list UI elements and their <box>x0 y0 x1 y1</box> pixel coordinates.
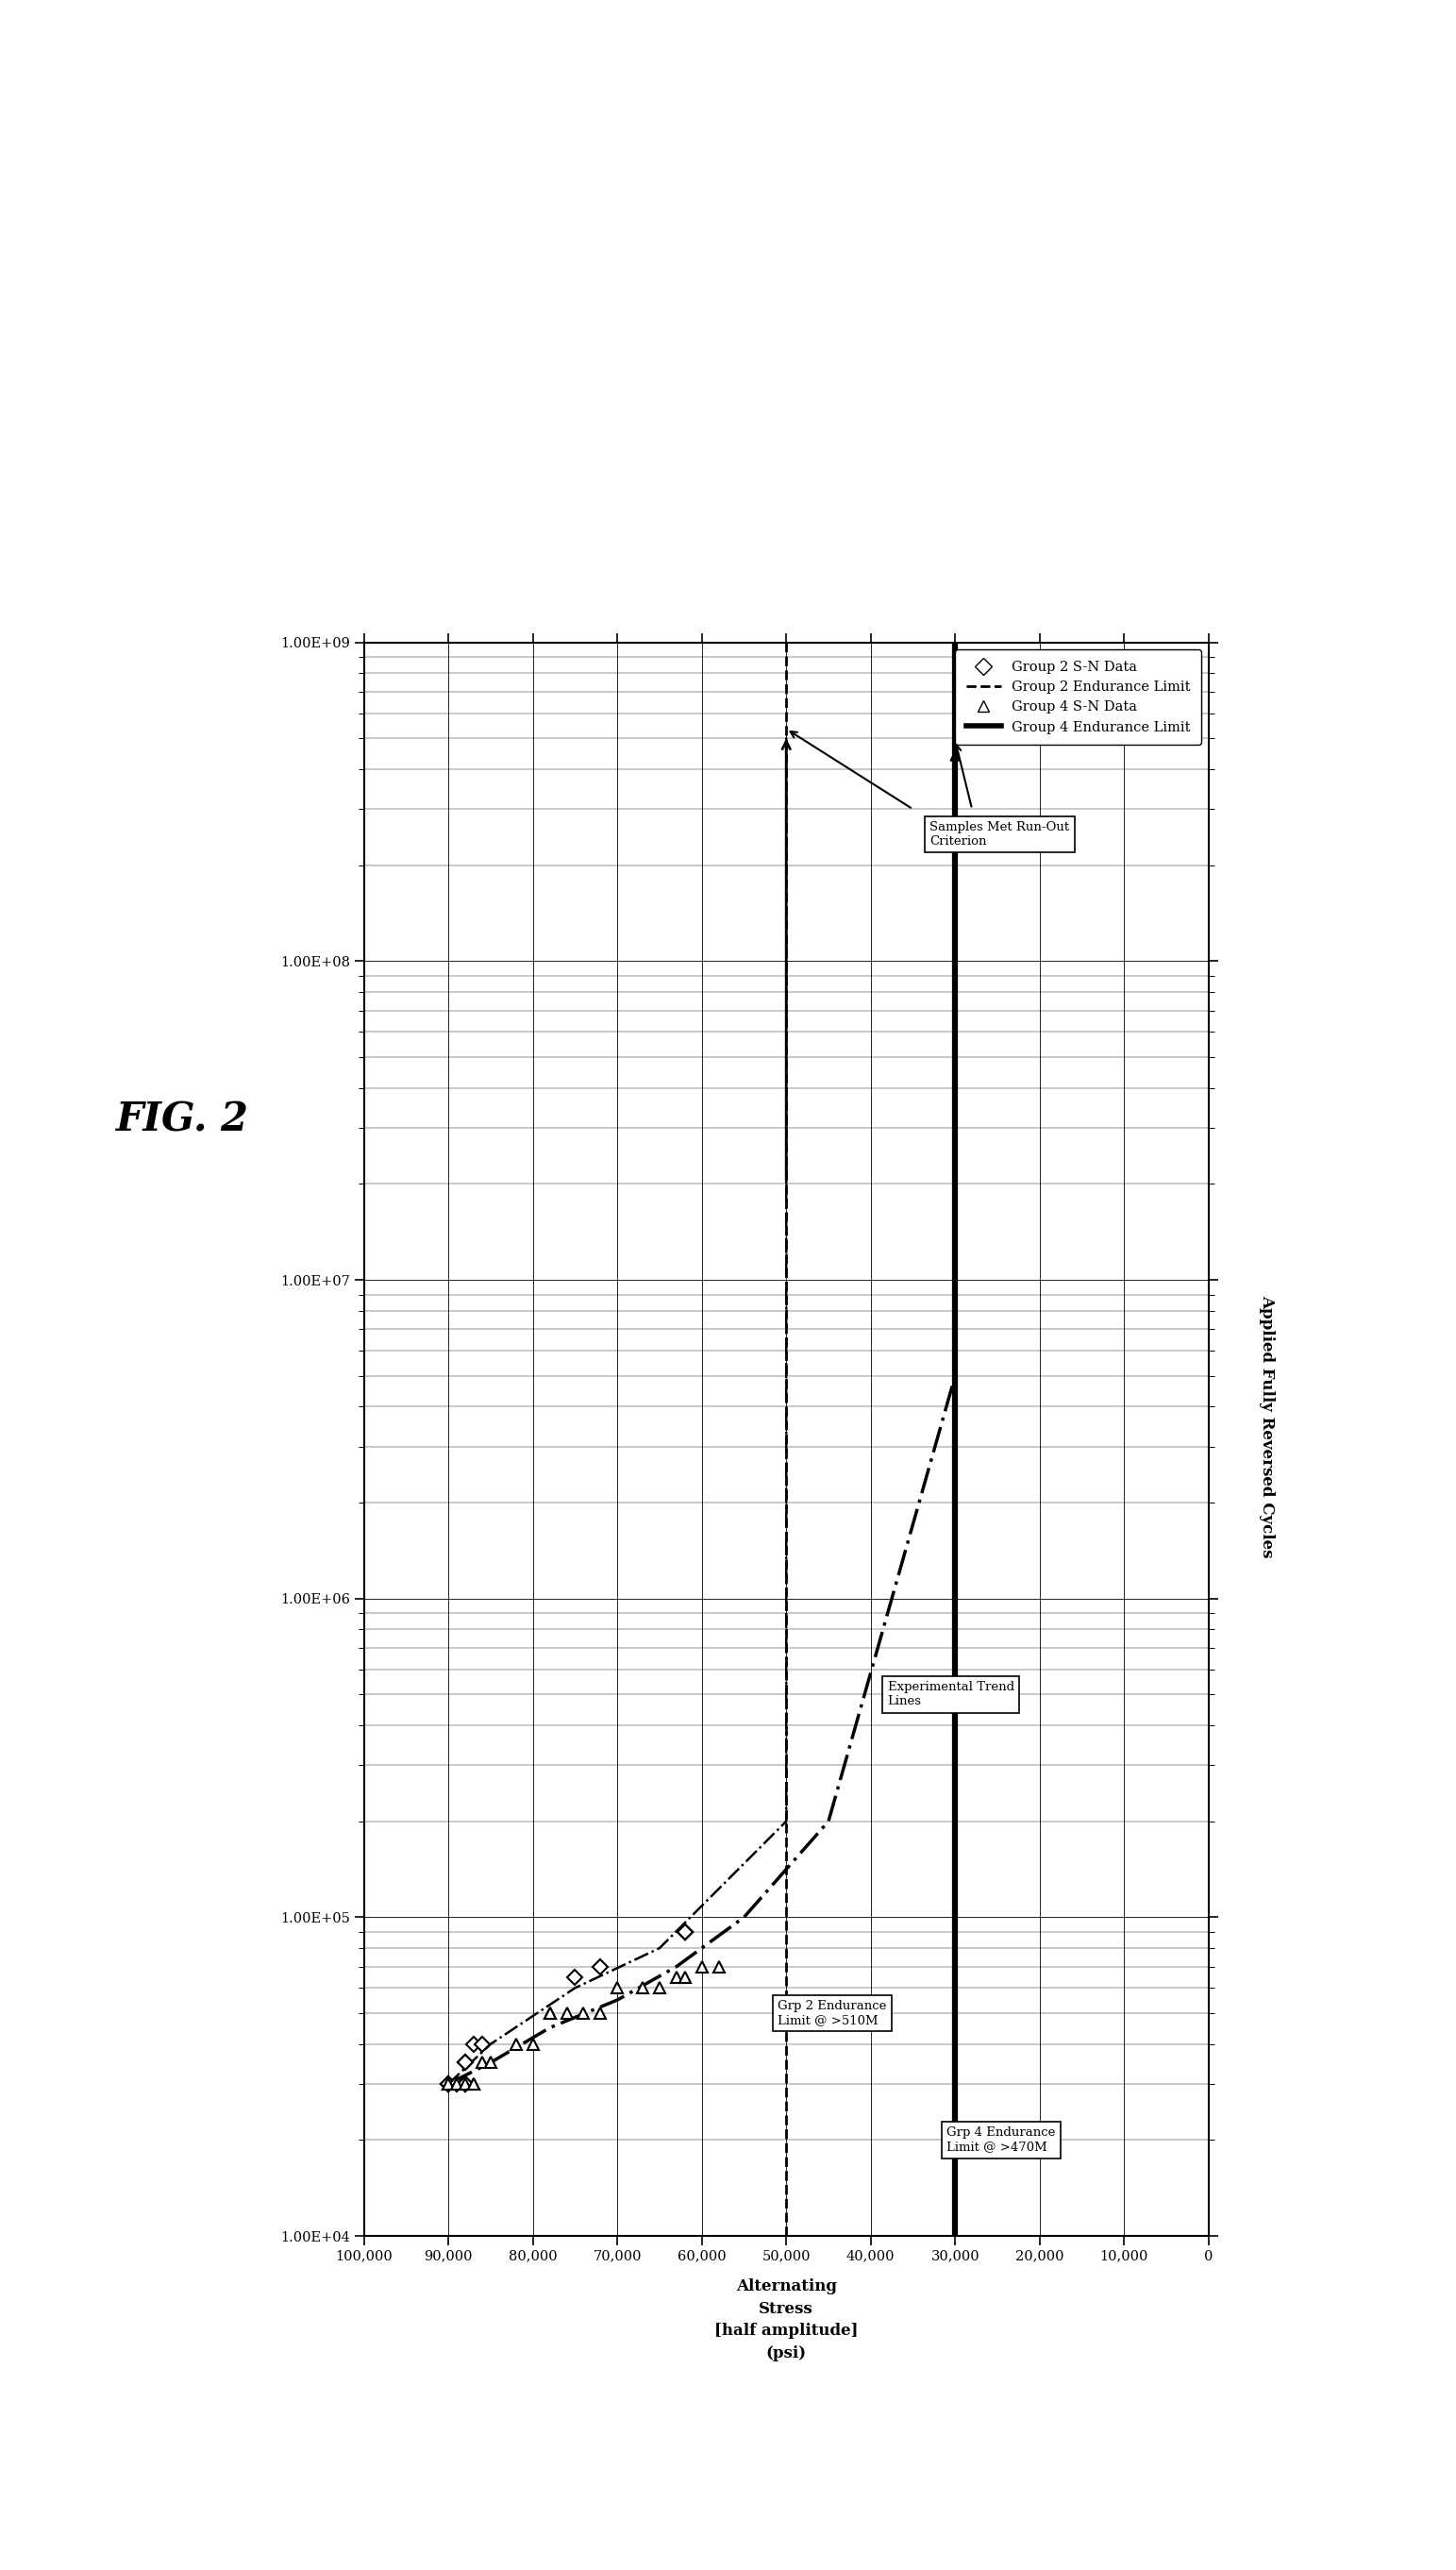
Group 4 S-N Data <box>591 1997 609 2028</box>
Group 2 S-N Data <box>676 1917 693 1948</box>
Group 2 S-N Data <box>440 2069 457 2100</box>
Group 2 S-N Data <box>566 1961 584 1992</box>
Group 4 S-N Data <box>448 2069 466 2100</box>
Line: Group 2 S-N Data: Group 2 S-N Data <box>443 1928 690 2089</box>
Text: FIG. 2: FIG. 2 <box>116 1100 249 1139</box>
Group 4 S-N Data <box>507 2028 524 2059</box>
Group 2 S-N Data <box>676 1917 693 1948</box>
Text: Samples Met Run-Out
Criterion: Samples Met Run-Out Criterion <box>930 822 1070 848</box>
Group 2 S-N Data <box>448 2069 466 2100</box>
Group 4 S-N Data <box>668 1961 686 1992</box>
Group 4 S-N Data <box>651 1974 668 2005</box>
Text: Grp 4 Endurance
Limit @ >470M: Grp 4 Endurance Limit @ >470M <box>946 2128 1056 2154</box>
Group 2 S-N Data <box>464 2028 482 2059</box>
Group 2 S-N Data <box>457 2069 475 2100</box>
Group 2 S-N Data <box>440 2069 457 2100</box>
Group 4 S-N Data <box>575 1997 593 2028</box>
Group 4 S-N Data <box>609 1974 626 2005</box>
Group 4 S-N Data <box>524 2028 542 2059</box>
Text: Applied Fully Reversed Cycles: Applied Fully Reversed Cycles <box>1258 1295 1275 1557</box>
Group 4 S-N Data <box>473 2048 491 2079</box>
Group 4 S-N Data <box>558 1997 575 2028</box>
Group 4 S-N Data <box>542 1997 559 2028</box>
Group 4 S-N Data <box>633 1974 651 2005</box>
Line: Group 4 S-N Data: Group 4 S-N Data <box>443 1961 725 2089</box>
Group 2 S-N Data <box>457 2069 475 2100</box>
Group 4 S-N Data <box>464 2069 482 2100</box>
Group 4 S-N Data <box>693 1951 711 1981</box>
Group 4 S-N Data <box>440 2069 457 2100</box>
Text: Grp 2 Endurance
Limit @ >510M: Grp 2 Endurance Limit @ >510M <box>778 1999 887 2025</box>
Group 2 S-N Data <box>457 2048 475 2079</box>
Group 2 S-N Data <box>457 2048 475 2079</box>
Group 2 S-N Data <box>676 1917 693 1948</box>
Group 4 S-N Data <box>440 2069 457 2100</box>
Group 2 S-N Data <box>676 1917 693 1948</box>
Legend: Group 2 S-N Data, Group 2 Endurance Limit, Group 4 S-N Data, Group 4 Endurance L: Group 2 S-N Data, Group 2 Endurance Limi… <box>955 650 1201 745</box>
Group 4 S-N Data <box>676 1961 693 1992</box>
Group 2 S-N Data <box>440 2069 457 2100</box>
Group 4 S-N Data <box>457 2069 475 2100</box>
Group 2 S-N Data <box>473 2028 491 2059</box>
Group 4 S-N Data <box>711 1951 728 1981</box>
Group 4 S-N Data <box>482 2048 499 2079</box>
Text: Experimental Trend
Lines: Experimental Trend Lines <box>888 1681 1015 1706</box>
Group 2 S-N Data <box>591 1951 609 1981</box>
Group 4 S-N Data <box>464 2069 482 2100</box>
X-axis label: Alternating
Stress
[half amplitude]
(psi): Alternating Stress [half amplitude] (psi… <box>715 2280 858 2362</box>
Group 4 S-N Data <box>542 1997 559 2028</box>
